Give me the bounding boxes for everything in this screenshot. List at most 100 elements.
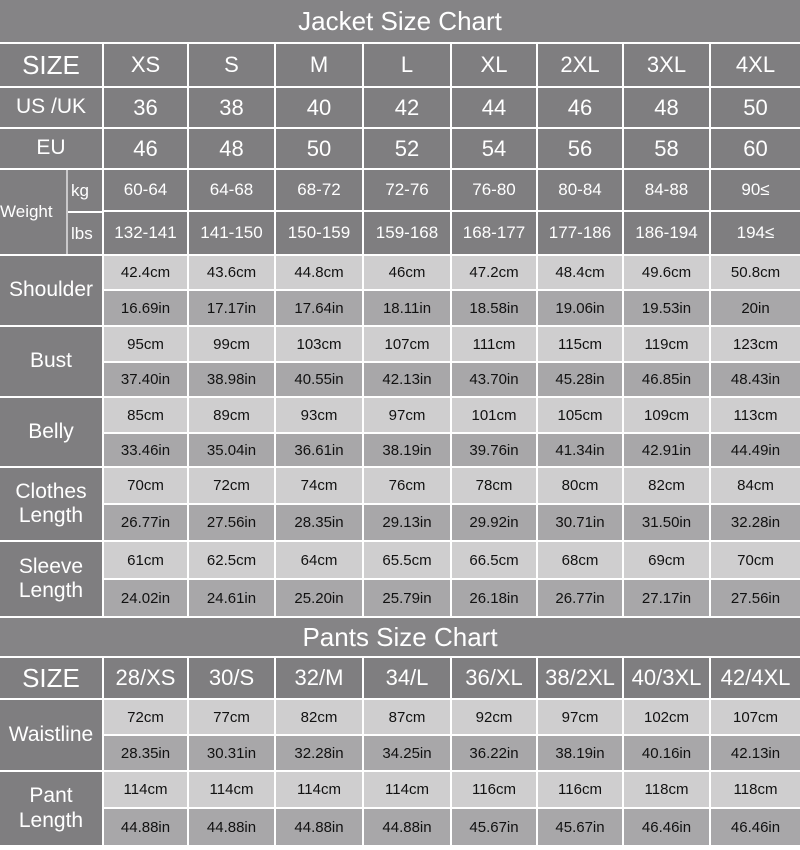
cm-cell: 47.2cm (452, 256, 536, 289)
pants-title: Pants Size Chart (0, 618, 800, 656)
weight-lbs-cell: 186-194 (624, 212, 709, 254)
pants-size-cell: 32/M (276, 658, 362, 698)
inch-cell: 30.71in (538, 505, 622, 540)
inch-cell: 19.06in (538, 291, 622, 325)
cm-cell: 101cm (452, 398, 536, 432)
inch-cell: 17.64in (276, 291, 362, 325)
inch-cell: 29.13in (364, 505, 450, 540)
us-uk-cell: 46 (538, 88, 622, 127)
inch-cell: 32.28in (711, 505, 800, 540)
inch-cell: 44.88in (364, 809, 450, 845)
cm-cell: 97cm (538, 700, 622, 734)
cm-cell: 107cm (711, 700, 800, 734)
inch-cell: 28.35in (104, 736, 187, 770)
measurement-label: Pant Length (0, 772, 102, 845)
weight-title: Weight (0, 202, 53, 221)
pants-size-cell: 38/2XL (538, 658, 622, 698)
eu-cell: 52 (364, 129, 450, 168)
measurement-label: Shoulder (0, 256, 102, 325)
cm-cell: 118cm (711, 772, 800, 807)
inch-cell: 37.40in (104, 363, 187, 396)
inch-cell: 42.13in (364, 363, 450, 396)
size-cell: XS (104, 44, 187, 86)
cm-cell: 46cm (364, 256, 450, 289)
size-cell: M (276, 44, 362, 86)
cm-cell: 115cm (538, 327, 622, 361)
cm-cell: 102cm (624, 700, 709, 734)
inch-cell: 18.11in (364, 291, 450, 325)
inch-cell: 27.17in (624, 580, 709, 616)
weight-label: Weight kg lbs (0, 170, 102, 254)
cm-cell: 82cm (276, 700, 362, 734)
weight-lbs-cell: 150-159 (276, 212, 362, 254)
cm-cell: 69cm (624, 542, 709, 578)
eu-cell: 60 (711, 129, 800, 168)
weight-kg-cell: 80-84 (538, 170, 622, 210)
cm-cell: 74cm (276, 468, 362, 503)
size-header: SIZE (0, 44, 102, 86)
inch-cell: 38.19in (364, 434, 450, 466)
inch-cell: 27.56in (711, 580, 800, 616)
cm-cell: 72cm (189, 468, 274, 503)
cm-cell: 72cm (104, 700, 187, 734)
cm-cell: 48.4cm (538, 256, 622, 289)
weight-lbs-cell: 168-177 (452, 212, 536, 254)
cm-cell: 93cm (276, 398, 362, 432)
cm-cell: 77cm (189, 700, 274, 734)
cm-cell: 118cm (624, 772, 709, 807)
jacket-title: Jacket Size Chart (0, 0, 800, 42)
us-uk-cell: 36 (104, 88, 187, 127)
eu-cell: 50 (276, 129, 362, 168)
inch-cell: 42.13in (711, 736, 800, 770)
cm-cell: 99cm (189, 327, 274, 361)
weight-kg-cell: 90≤ (711, 170, 800, 210)
inch-cell: 29.92in (452, 505, 536, 540)
cm-cell: 113cm (711, 398, 800, 432)
inch-cell: 42.91in (624, 434, 709, 466)
inch-cell: 36.22in (452, 736, 536, 770)
inch-cell: 20in (711, 291, 800, 325)
inch-cell: 45.67in (538, 809, 622, 845)
inch-cell: 46.85in (624, 363, 709, 396)
cm-cell: 80cm (538, 468, 622, 503)
cm-cell: 76cm (364, 468, 450, 503)
cm-cell: 82cm (624, 468, 709, 503)
measurement-label: Sleeve Length (0, 542, 102, 616)
cm-cell: 97cm (364, 398, 450, 432)
size-cell: S (189, 44, 274, 86)
cm-cell: 42.4cm (104, 256, 187, 289)
inch-cell: 44.88in (276, 809, 362, 845)
inch-cell: 31.50in (624, 505, 709, 540)
cm-cell: 116cm (452, 772, 536, 807)
inch-cell: 41.34in (538, 434, 622, 466)
pants-size-cell: 34/L (364, 658, 450, 698)
pants-size-header: SIZE (0, 658, 102, 698)
inch-cell: 36.61in (276, 434, 362, 466)
inch-cell: 46.46in (624, 809, 709, 845)
cm-cell: 114cm (364, 772, 450, 807)
eu-cell: 56 (538, 129, 622, 168)
inch-cell: 46.46in (711, 809, 800, 845)
cm-cell: 49.6cm (624, 256, 709, 289)
us-uk-cell: 48 (624, 88, 709, 127)
inch-cell: 40.16in (624, 736, 709, 770)
cm-cell: 95cm (104, 327, 187, 361)
cm-cell: 111cm (452, 327, 536, 361)
weight-lbs-cell: 194≤ (711, 212, 800, 254)
inch-cell: 33.46in (104, 434, 187, 466)
cm-cell: 103cm (276, 327, 362, 361)
measurement-label: Waistline (0, 700, 102, 770)
inch-cell: 45.67in (452, 809, 536, 845)
inch-cell: 38.98in (189, 363, 274, 396)
cm-cell: 44.8cm (276, 256, 362, 289)
measurement-label: Belly (0, 398, 102, 466)
inch-cell: 48.43in (711, 363, 800, 396)
cm-cell: 62.5cm (189, 542, 274, 578)
weight-lbs-cell: 141-150 (189, 212, 274, 254)
inch-cell: 44.88in (104, 809, 187, 845)
cm-cell: 70cm (711, 542, 800, 578)
cm-cell: 87cm (364, 700, 450, 734)
inch-cell: 39.76in (452, 434, 536, 466)
weight-kg-cell: 84-88 (624, 170, 709, 210)
